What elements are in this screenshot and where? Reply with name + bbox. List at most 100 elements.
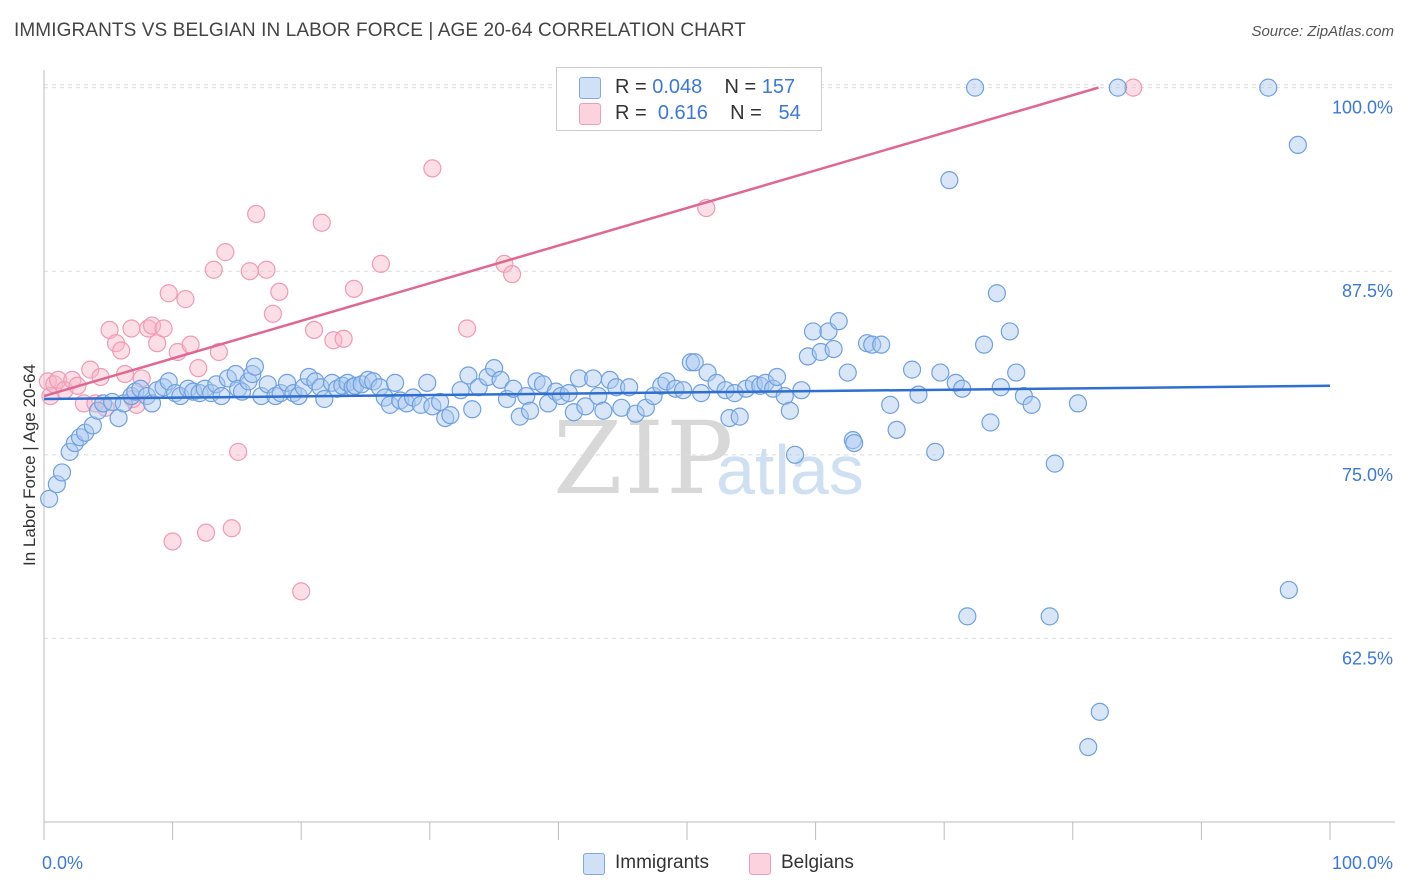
immigrants-point (887, 420, 906, 439)
legend-r-immigrants: 0.048 (652, 76, 703, 98)
immigrants-point (1040, 607, 1059, 626)
immigrants-point (430, 392, 450, 412)
legend-n-immigrants: 157 (761, 76, 796, 98)
y-tick-label: 75.0% (1342, 465, 1393, 485)
y-tick-label: 87.5% (1342, 281, 1393, 301)
axes (43, 70, 1395, 840)
legend-swatch-immigrants (579, 77, 601, 99)
bottom-legend-label-immigrants: Immigrants (615, 852, 709, 873)
belgians-point (204, 260, 223, 279)
immigrants-point (730, 407, 749, 426)
immigrants-series (40, 78, 1307, 757)
immigrants-point (965, 78, 985, 97)
immigrants-point (698, 363, 717, 382)
immigrants-point (385, 373, 405, 392)
belgians-point (122, 319, 141, 338)
belgians-point (270, 282, 289, 301)
immigrants-point (207, 375, 226, 394)
legend-n-belgians: 54 (778, 102, 801, 124)
tick-labels: 62.5% 75.0% 87.5% 100.0% 0.0% 100.0% (42, 98, 1393, 873)
trendlines (43, 86, 1331, 401)
immigrants-point (485, 359, 504, 378)
immigrants-point (564, 403, 583, 422)
y-tick-label: 100.0% (1332, 98, 1393, 118)
immigrants-point (1007, 363, 1026, 382)
immigrants-point (902, 360, 922, 379)
immigrants-point (607, 378, 626, 397)
immigrants-point (845, 433, 864, 453)
immigrants-point (981, 413, 1000, 432)
immigrants-point (958, 607, 977, 626)
belgians-point (371, 254, 391, 273)
belgians-point (457, 319, 477, 338)
x-tick-label-start: 0.0% (42, 853, 83, 873)
immigrants-point (940, 171, 959, 190)
belgians-point (196, 523, 216, 542)
immigrants-point (441, 406, 460, 425)
belgians-point (247, 204, 266, 224)
y-tick-label: 62.5% (1342, 648, 1393, 668)
immigrants-point (1090, 702, 1109, 721)
belgians-point (292, 582, 311, 601)
immigrants-point (620, 378, 639, 397)
immigrants-point (785, 445, 805, 464)
immigrants-point (126, 382, 145, 401)
bottom-swatch-belgians (749, 853, 771, 875)
belgians-point (229, 442, 248, 461)
immigrants-point (491, 370, 510, 390)
immigrants-point (76, 423, 95, 442)
source-label: Source: ZipAtlas.com (1251, 23, 1394, 40)
immigrants-point (824, 339, 843, 359)
immigrants-point (1288, 135, 1307, 155)
legend-text-immigrants: R = 0.048 N = 157 (615, 76, 796, 98)
immigrants-point (991, 378, 1010, 397)
immigrants-point (584, 369, 603, 388)
immigrants-point (277, 373, 297, 392)
immigrants-point (184, 382, 203, 401)
x-tick-label-end: 100.0% (1332, 853, 1393, 873)
immigrants-point (1079, 737, 1098, 757)
immigrants-point (245, 357, 265, 376)
belgians-point (189, 359, 208, 378)
belgians-point (423, 159, 442, 178)
immigrants-point (767, 367, 787, 387)
belgians-series (38, 78, 1143, 601)
immigrants-point (159, 372, 178, 391)
immigrants-point (803, 322, 823, 341)
immigrants-point (47, 475, 66, 494)
belgians-point (334, 329, 353, 348)
belgians-point (263, 304, 283, 323)
immigrants-point (594, 401, 613, 420)
belgians-point (112, 341, 131, 360)
immigrants-point (418, 373, 437, 392)
immigrants-point (243, 364, 262, 384)
immigrants-point (685, 353, 704, 372)
bottom-legend-label-belgians: Belgians (781, 852, 854, 873)
immigrants-point (838, 363, 857, 382)
belgians-point (222, 519, 241, 538)
immigrants-point (322, 373, 342, 392)
immigrants-point (403, 388, 423, 407)
immigrants-point (459, 366, 478, 385)
immigrants-trendline (43, 384, 1331, 401)
immigrants-point (1108, 78, 1127, 97)
bottom-swatch-immigrants (583, 853, 605, 875)
belgians-point (163, 532, 182, 551)
chart-title: IMMIGRANTS VS BELGIAN IN LABOR FORCE | A… (14, 20, 746, 41)
belgians-point (304, 320, 324, 340)
immigrants-point (315, 389, 334, 409)
belgians-point (154, 319, 173, 338)
immigrants-point (626, 404, 645, 423)
correlation-legend: R = 0.048 N = 157 R = 0.616 N = 54 (556, 67, 822, 131)
immigrants-point (1000, 322, 1019, 341)
belgians-point (240, 262, 259, 281)
belgians-point (1124, 78, 1143, 97)
immigrants-point (987, 284, 1007, 303)
immigrants-point (674, 381, 693, 400)
belgians-trendline (43, 86, 1099, 398)
immigrants-point (436, 408, 455, 428)
legend-text-belgians: R = 0.616 N = 54 (615, 102, 801, 124)
immigrants-point (154, 378, 173, 397)
belgians-point (312, 213, 331, 232)
